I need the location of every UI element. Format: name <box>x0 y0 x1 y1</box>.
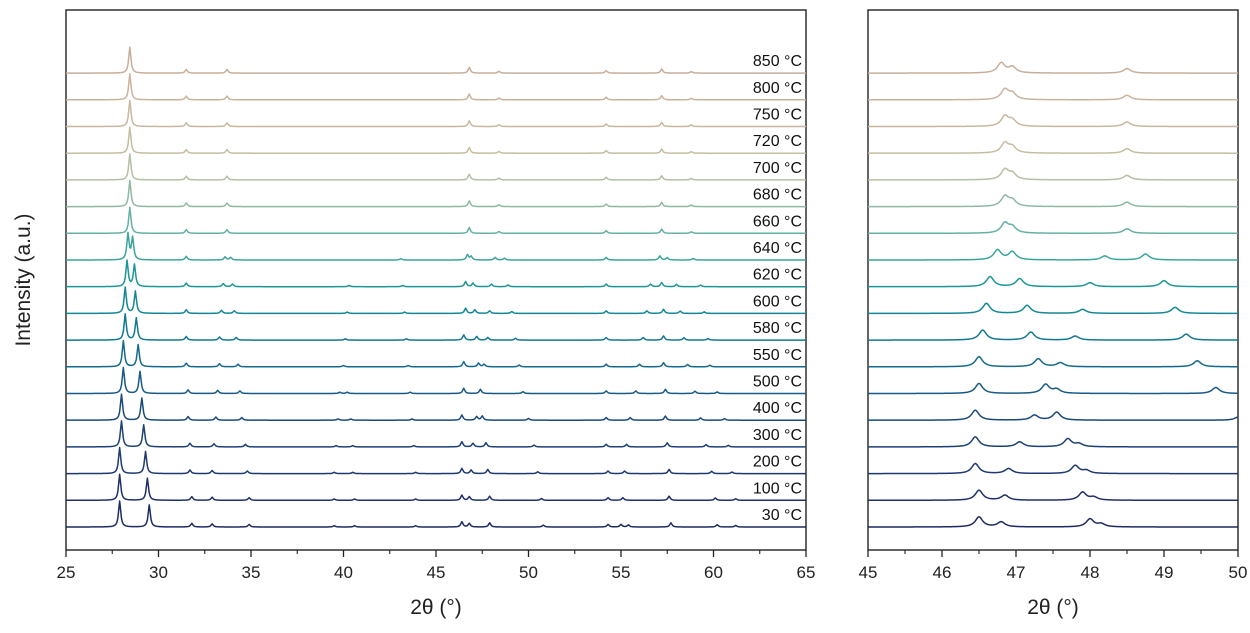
right-trace <box>867 140 1239 154</box>
temperature-label: 750 °C <box>753 107 802 124</box>
right-tick-label: 47 <box>1007 563 1026 582</box>
right-trace <box>867 436 1239 448</box>
right-trace <box>867 382 1239 395</box>
right-trace <box>867 87 1239 101</box>
right-plot-frame <box>867 9 1239 551</box>
left-tick-label: 60 <box>704 563 723 582</box>
temperature-label: 100 °C <box>753 480 802 497</box>
left-tick-label: 65 <box>797 563 816 582</box>
right-tick-label: 49 <box>1155 563 1174 582</box>
right-panel: 45 46 47 48 49 50 2θ (°) <box>859 9 1248 619</box>
left-trace <box>66 446 806 475</box>
right-trace <box>867 355 1239 368</box>
temperature-label: 680 °C <box>753 187 802 204</box>
left-trace <box>66 99 806 128</box>
left-trace <box>66 206 806 235</box>
left-tick-label: 40 <box>334 563 353 582</box>
temperature-label: 640 °C <box>753 240 802 257</box>
temperature-label: 200 °C <box>753 454 802 471</box>
left-trace <box>66 73 806 101</box>
temperature-label: 620 °C <box>753 267 802 284</box>
left-trace <box>66 339 806 368</box>
right-traces <box>867 61 1239 528</box>
right-tick-label: 46 <box>933 563 952 582</box>
right-trace <box>867 275 1239 288</box>
temperature-label: 500 °C <box>753 374 802 391</box>
left-trace <box>66 153 806 181</box>
left-temperature-labels: 30 °C 100 °C 200 °C 300 °C 400 °C 500 °C 550 °… <box>753 53 802 524</box>
temperature-label: 600 °C <box>753 293 802 310</box>
left-x-axis: 25 30 35 40 45 50 55 60 65 <box>57 550 816 582</box>
right-trace <box>867 167 1239 181</box>
left-x-axis-title: 2θ (°) <box>410 596 462 619</box>
right-x-axis: 45 46 47 48 49 50 <box>859 550 1248 582</box>
temperature-label: 850 °C <box>753 53 802 70</box>
left-traces <box>66 46 806 528</box>
left-trace <box>66 231 806 261</box>
left-trace <box>66 366 806 395</box>
right-tick-label: 48 <box>1081 563 1100 582</box>
y-axis-title: Intensity (a.u.) <box>12 213 35 346</box>
left-tick-label: 30 <box>149 563 168 582</box>
right-trace <box>867 516 1239 528</box>
left-tick-label: 45 <box>427 563 446 582</box>
temperature-label: 400 °C <box>753 400 802 417</box>
right-tick-label: 50 <box>1229 563 1248 582</box>
temperature-label: 580 °C <box>753 320 802 337</box>
temperature-label: 550 °C <box>753 347 802 364</box>
right-trace <box>867 489 1239 502</box>
temperature-label: 660 °C <box>753 213 802 230</box>
temperature-label: 30 °C <box>762 507 802 524</box>
left-plot-frame <box>65 9 807 551</box>
left-tick-label: 25 <box>57 563 76 582</box>
right-trace <box>867 220 1239 235</box>
right-trace <box>867 409 1239 421</box>
left-trace <box>66 179 806 208</box>
left-trace <box>66 286 806 315</box>
left-tick-label: 55 <box>612 563 631 582</box>
left-tick-label: 50 <box>519 563 538 582</box>
left-trace <box>66 313 806 341</box>
right-trace <box>867 329 1239 341</box>
left-trace <box>66 259 806 288</box>
right-tick-label: 45 <box>859 563 878 582</box>
right-trace <box>867 462 1239 475</box>
left-trace <box>66 500 806 528</box>
left-trace <box>66 46 806 74</box>
left-panel: 30 °C 100 °C 200 °C 300 °C 400 °C 500 °C 550 °… <box>12 9 816 619</box>
temperature-label: 700 °C <box>753 160 802 177</box>
right-trace <box>867 248 1239 261</box>
right-trace <box>867 61 1239 74</box>
left-trace <box>66 126 806 154</box>
right-trace <box>867 194 1239 208</box>
temperature-label: 720 °C <box>753 133 802 150</box>
right-trace <box>867 114 1239 128</box>
left-trace <box>66 393 806 421</box>
left-tick-label: 35 <box>242 563 261 582</box>
left-trace <box>66 420 806 448</box>
temperature-label: 300 °C <box>753 427 802 444</box>
right-x-axis-title: 2θ (°) <box>1027 596 1079 619</box>
right-trace <box>867 302 1239 315</box>
temperature-label: 800 °C <box>753 80 802 97</box>
left-trace <box>66 473 806 502</box>
